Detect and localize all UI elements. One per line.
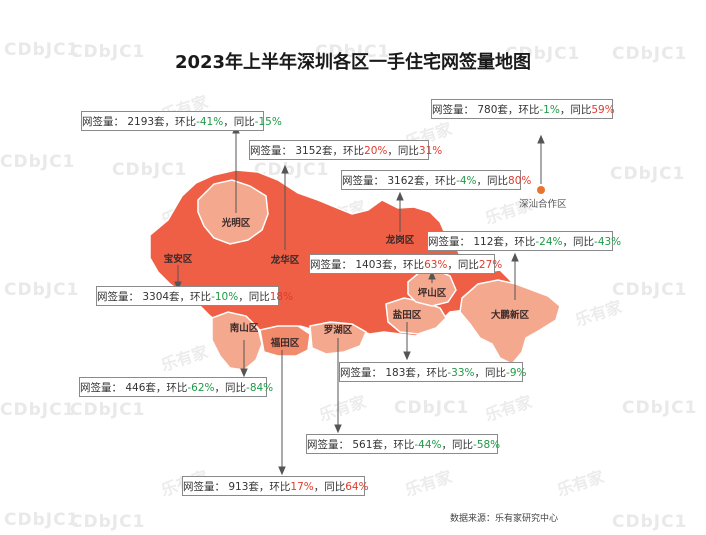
district-label: 福田区	[270, 337, 300, 349]
yoy-value: -15%	[254, 116, 282, 128]
watermark-text: CDbJC1	[4, 280, 80, 300]
watermark-text: CDbJC1	[254, 160, 330, 180]
info-box-yantian: 网签量： 183套，环比-33%，同比-9%	[339, 362, 527, 382]
yoy-label: ，同比	[387, 145, 419, 157]
watermark-text: CDbJC1	[70, 42, 146, 62]
mom-value: -33%	[447, 367, 475, 379]
info-box-guangming: 网签量： 2193套，环比-41%，同比-15%	[81, 111, 282, 131]
watermark-text: CDbJC1	[505, 44, 581, 64]
yoy-label: ，同比	[238, 291, 270, 303]
watermark-text: CDbJC1	[0, 152, 76, 172]
info-box-nanshan: 网签量： 446套，环比-62%，同比-84%	[79, 377, 273, 397]
volume-value: 网签量： 446套，环比	[80, 382, 188, 394]
info-box-pingshan: 网签量： 1403套，环比63%，同比27%	[309, 254, 502, 274]
district-label: 坪山区	[418, 287, 447, 299]
watermark-text: CDbJC1	[0, 400, 76, 420]
yoy-label: ，同比	[313, 481, 346, 493]
mom-value: -4%	[456, 175, 477, 187]
watermark-text: CDbJC1	[4, 510, 80, 530]
yoy-value: 59%	[591, 104, 615, 116]
yoy-value: -9%	[506, 367, 527, 379]
mom-value: 20%	[364, 145, 388, 157]
district-label: 罗湖区	[324, 324, 353, 336]
yoy-value: -84%	[246, 382, 274, 394]
mom-value: 63%	[424, 259, 448, 271]
district-shape-dapeng	[459, 279, 561, 365]
info-box-longgang: 网签量： 3162套，环比-4%，同比80%	[341, 170, 531, 190]
watermark-text: CDbJC1	[610, 164, 686, 184]
watermark-text: CDbJC1	[612, 280, 688, 300]
volume-value: 网签量： 1403套，环比	[310, 259, 425, 271]
shenshan-marker	[537, 186, 545, 194]
yoy-value: 64%	[345, 481, 369, 493]
info-box-luohu: 网签量： 561套，环比-44%，同比-58%	[306, 434, 501, 454]
yoy-label: ，同比	[447, 259, 479, 271]
yoy-label: ，同比	[562, 236, 595, 248]
volume-value: 网签量： 913套，环比	[183, 481, 291, 493]
yoy-label: ，同比	[214, 382, 247, 394]
district-label: 大鹏新区	[491, 309, 530, 321]
district-shape-nanshan	[211, 311, 263, 371]
district-label: 盐田区	[393, 309, 422, 321]
watermark-text: CDbJC1	[622, 398, 698, 418]
volume-value: 网签量： 561套，环比	[307, 439, 415, 451]
district-label: 宝安区	[164, 253, 193, 265]
volume-value: 网签量： 183套，环比	[340, 367, 448, 379]
mom-value: -62%	[187, 382, 215, 394]
district-shape-guangming	[197, 179, 269, 245]
volume-value: 网签量： 112套，环比	[428, 236, 536, 248]
yoy-label: ，同比	[223, 116, 255, 128]
watermark-text: CDbJC1	[612, 44, 688, 64]
yoy-value: -58%	[473, 439, 501, 451]
info-box-longhua: 网签量： 3152套，环比20%，同比31%	[249, 140, 442, 160]
watermark-text: CDbJC1	[612, 512, 688, 532]
mom-value: -24%	[535, 236, 563, 248]
volume-value: 网签量： 3152套，环比	[250, 145, 365, 157]
district-shape-futian	[259, 325, 311, 357]
map-title: 2023年上半年深圳各区一手住宅网签量地图	[174, 52, 532, 73]
watermark-text: CDbJC1	[112, 160, 188, 180]
watermark-text: CDbJC1	[315, 42, 391, 62]
yoy-label: ，同比	[559, 104, 592, 116]
district-label: 南山区	[230, 322, 259, 334]
mom-value: -44%	[414, 439, 442, 451]
district-label: 光明区	[221, 217, 251, 229]
yoy-label: ，同比	[441, 439, 474, 451]
mom-value: -10%	[211, 291, 239, 303]
watermark-text: CDbJC1	[70, 512, 146, 532]
yoy-label: ，同比	[476, 175, 509, 187]
watermark-text: CDbJC1	[394, 398, 470, 418]
yoy-label: ，同比	[474, 367, 507, 379]
volume-value: 网签量： 3304套，环比	[97, 291, 212, 303]
yoy-value: 31%	[418, 145, 443, 157]
volume-value: 网签量： 3162套，环比	[342, 175, 457, 187]
mom-value: 17%	[290, 481, 314, 493]
yoy-value: -43%	[594, 236, 622, 248]
mom-value: -1%	[539, 104, 560, 116]
district-label: 深汕合作区	[519, 198, 567, 210]
volume-value: 网签量： 780套，环比	[432, 104, 540, 116]
district-label: 龙岗区	[385, 234, 415, 246]
yoy-value: 18%	[269, 291, 294, 303]
watermark-text: CDbJC1	[70, 400, 146, 420]
info-box-baoan: 网签量： 3304套，环比-10%，同比18%	[96, 286, 293, 306]
info-box-futian: 网签量： 913套，环比17%，同比64%	[182, 476, 369, 496]
district-label: 龙华区	[270, 254, 300, 266]
volume-value: 网签量： 2193套，环比	[82, 116, 197, 128]
info-box-shenshan: 网签量： 780套，环比-1%，同比59%	[431, 99, 615, 119]
yoy-value: 80%	[508, 175, 532, 187]
watermark-text: CDbJC1	[4, 40, 80, 60]
info-box-dapeng: 网签量： 112套，环比-24%，同比-43%	[427, 231, 621, 251]
mom-value: -41%	[196, 116, 224, 128]
data-source: 数据来源：乐有家研究中心	[450, 514, 559, 524]
yoy-value: 27%	[478, 259, 503, 271]
